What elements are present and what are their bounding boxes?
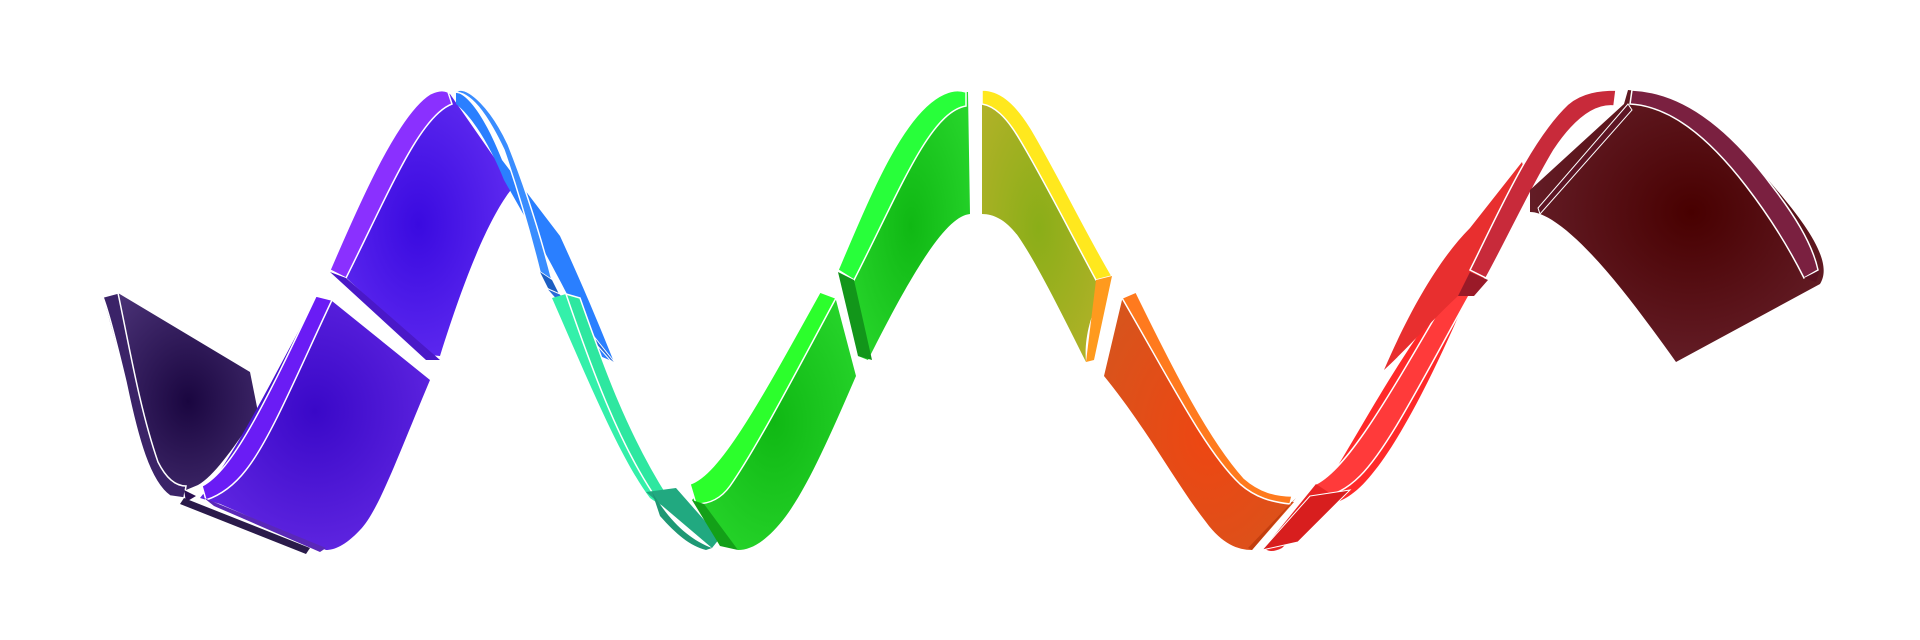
segment-crimson xyxy=(1384,89,1617,370)
segment-orange xyxy=(1104,291,1296,550)
segment-red xyxy=(1260,287,1472,551)
segment-violet-lower xyxy=(200,295,430,552)
segment-teal xyxy=(552,292,720,550)
segment-green-upper xyxy=(837,89,970,360)
segment-olive xyxy=(981,89,1114,362)
segment-green-lower xyxy=(689,291,856,550)
segment-dark-indigo xyxy=(102,292,310,554)
segment-maroon xyxy=(1530,89,1824,362)
segment-indigo-upper xyxy=(329,89,514,360)
